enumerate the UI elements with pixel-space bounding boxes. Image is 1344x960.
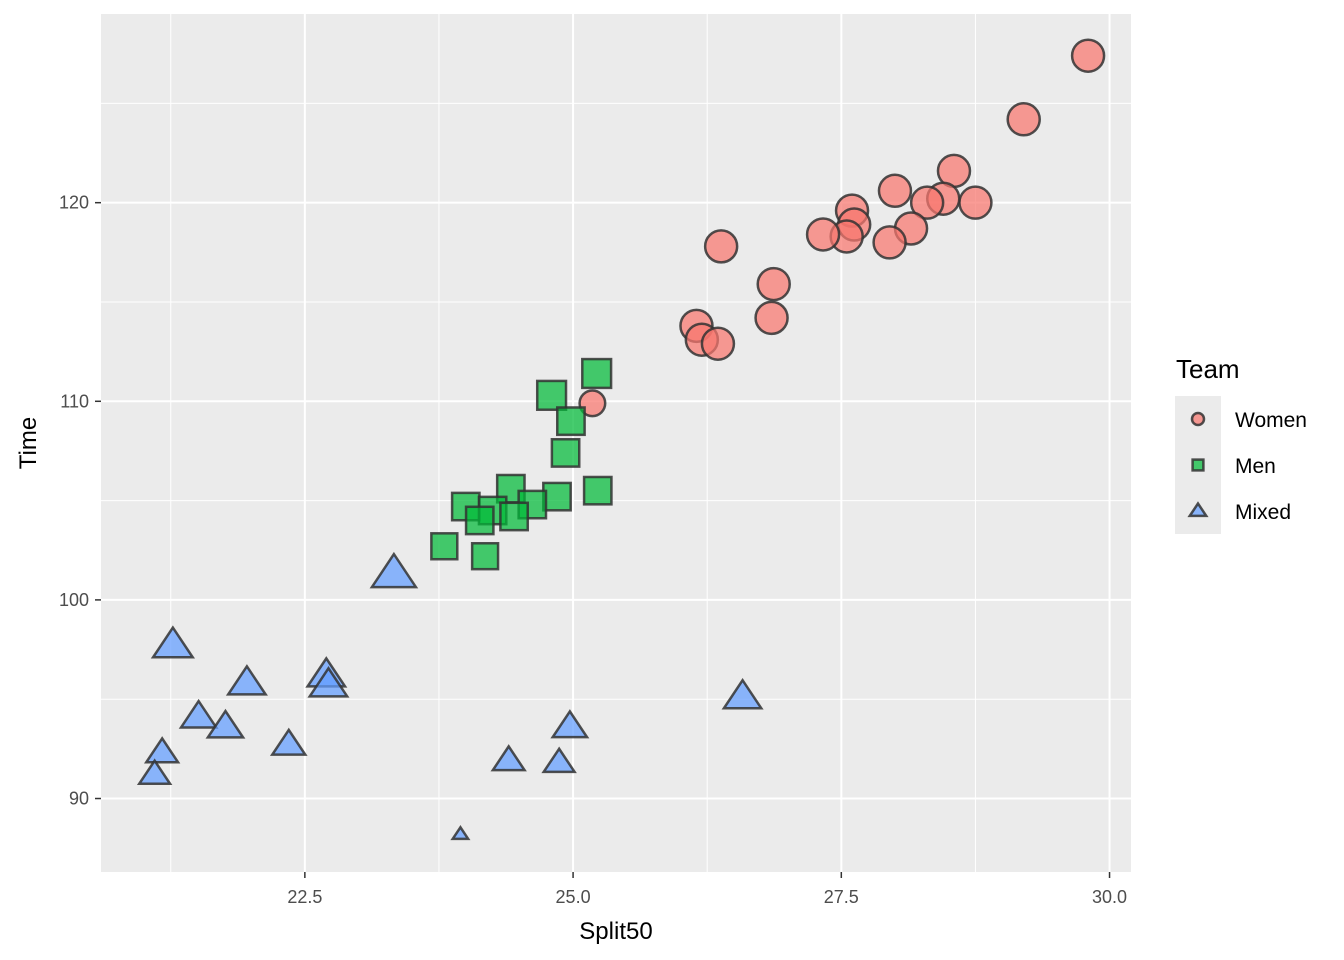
legend-key-mixed	[1187, 501, 1209, 518]
mixed-point	[205, 708, 246, 739]
mixed-point	[143, 736, 181, 764]
x-axis-title: Split50	[579, 918, 652, 945]
legend-label-women: Women	[1235, 409, 1307, 432]
women-point	[703, 229, 739, 264]
mixed-point	[369, 551, 419, 589]
x-tick-label: 25.0	[556, 887, 591, 907]
men-point	[430, 532, 459, 561]
legend-key-women	[1190, 411, 1206, 427]
x-tick-label: 22.5	[287, 887, 322, 907]
y-tick-label: 100	[59, 590, 89, 610]
mixed-point	[150, 625, 196, 659]
mixed-point	[550, 709, 590, 739]
mixed-point	[307, 666, 350, 698]
women-point	[805, 217, 841, 252]
men-point	[550, 438, 581, 468]
women-point	[909, 185, 945, 220]
mixed-point	[136, 758, 173, 786]
men-point	[470, 541, 500, 571]
women-point	[700, 326, 736, 361]
y-axis: 90 100 110 120	[59, 193, 101, 809]
x-axis: 22.5 25.0 27.5 30.0	[287, 872, 1127, 907]
mixed-point	[490, 744, 527, 772]
legend-key-men	[1191, 458, 1205, 472]
men-point	[542, 481, 572, 512]
y-tick-label: 120	[59, 193, 89, 213]
legend-title: Team	[1176, 354, 1240, 384]
mixed-point	[721, 677, 764, 710]
data-points	[136, 38, 1106, 841]
mixed-point	[269, 727, 308, 756]
mixed-point	[178, 698, 219, 729]
women-point	[877, 173, 913, 209]
women-point	[756, 266, 791, 302]
women-point	[1006, 102, 1041, 137]
women-point	[958, 185, 993, 220]
mixed-point	[541, 746, 577, 774]
women-point	[872, 225, 907, 260]
mixed-point	[450, 825, 471, 841]
men-point	[464, 505, 495, 536]
men-point	[556, 406, 586, 437]
legend: Team Women Men Mixed	[1175, 354, 1307, 534]
men-point	[499, 501, 530, 532]
legend-label-men: Men	[1235, 455, 1276, 478]
women-point	[1070, 38, 1106, 73]
legend-label-mixed: Mixed	[1235, 501, 1291, 524]
men-point	[582, 475, 613, 506]
x-tick-label: 27.5	[824, 887, 859, 907]
women-point	[578, 389, 607, 418]
x-tick-label: 30.0	[1092, 887, 1127, 907]
grid-minor	[101, 14, 1131, 872]
mixed-point	[225, 664, 268, 696]
y-axis-title: Time	[15, 417, 42, 469]
men-point	[581, 357, 613, 390]
women-point	[754, 300, 789, 336]
plot-panel	[101, 14, 1131, 872]
y-tick-label: 90	[69, 789, 89, 809]
men-point	[535, 379, 568, 411]
y-tick-label: 110	[60, 391, 89, 411]
